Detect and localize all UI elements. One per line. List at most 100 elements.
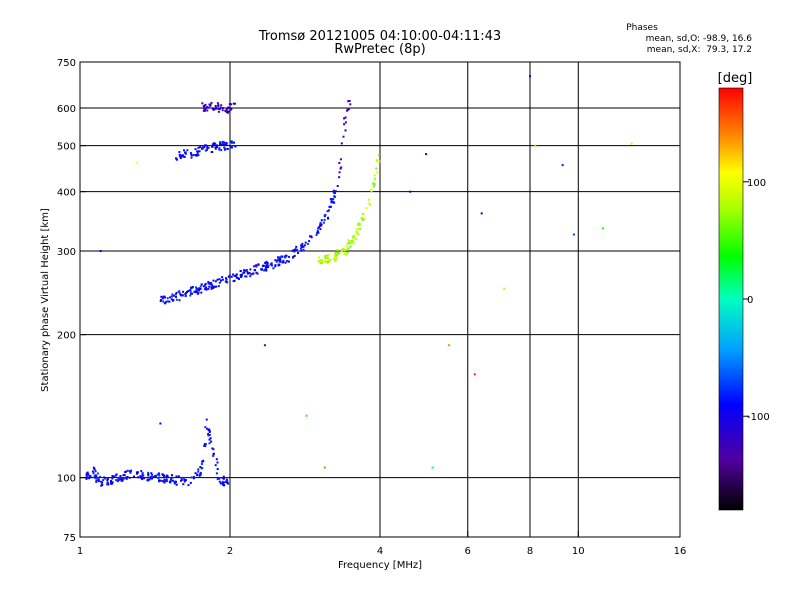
data-point [171, 476, 174, 479]
data-point [216, 478, 219, 481]
data-point [265, 260, 268, 263]
data-point [265, 268, 268, 271]
data-point [204, 443, 207, 446]
data-point [409, 190, 412, 193]
data-point [221, 480, 224, 483]
data-point [338, 162, 341, 164]
data-point [85, 476, 88, 479]
data-point [277, 256, 279, 259]
data-point [199, 288, 202, 290]
data-point [332, 198, 335, 201]
data-point [332, 189, 335, 192]
data-point [182, 290, 185, 293]
data-point [107, 482, 110, 485]
data-point [343, 117, 346, 120]
data-point [265, 269, 268, 272]
data-point [119, 478, 122, 481]
data-point [278, 258, 281, 260]
data-point [191, 286, 194, 289]
data-point [170, 298, 173, 301]
data-point [211, 144, 214, 147]
data-point [317, 227, 319, 230]
data-point [348, 242, 351, 245]
data-point [186, 291, 188, 293]
data-point [208, 103, 211, 106]
data-point [447, 344, 450, 347]
data-point [180, 476, 183, 479]
data-point [103, 476, 106, 479]
data-point [375, 167, 378, 170]
data-point [274, 265, 277, 268]
data-point [333, 201, 336, 204]
data-point [203, 109, 206, 112]
data-point [88, 475, 91, 478]
data-point [226, 147, 229, 150]
data-point [198, 287, 201, 290]
data-point [115, 473, 118, 476]
colorbar-tick-label: 100 [747, 178, 766, 189]
data-point [343, 252, 346, 255]
data-point [101, 483, 104, 486]
data-point [316, 229, 319, 232]
data-point [253, 265, 256, 268]
data-point [204, 283, 207, 286]
data-point [318, 226, 321, 229]
data-point [231, 146, 233, 149]
data-point [347, 247, 350, 250]
data-point [205, 288, 208, 291]
data-point [212, 287, 215, 289]
data-point [214, 147, 217, 150]
data-point [292, 255, 295, 258]
data-point [244, 275, 247, 278]
data-point [215, 472, 218, 475]
data-point [162, 300, 165, 303]
data-point [252, 272, 254, 275]
data-point [270, 262, 273, 265]
data-point [130, 469, 133, 472]
data-point [173, 482, 176, 485]
data-point [122, 474, 125, 477]
data-point [234, 145, 237, 148]
data-point [431, 466, 434, 469]
data-point [348, 107, 351, 110]
data-point [101, 481, 104, 484]
data-point [370, 188, 373, 191]
data-point [212, 454, 215, 457]
data-point [330, 198, 333, 201]
data-point [147, 479, 150, 482]
data-point [106, 481, 109, 484]
data-point [171, 479, 174, 482]
data-point [119, 475, 122, 477]
data-point [249, 275, 252, 278]
data-point [230, 275, 233, 278]
data-point [166, 300, 169, 303]
data-point [197, 291, 200, 294]
data-point [348, 100, 351, 102]
data-point [327, 217, 330, 220]
data-point [357, 223, 360, 226]
data-point [221, 140, 224, 143]
colorbar [719, 88, 743, 510]
data-point [179, 155, 182, 158]
data-point [141, 478, 144, 481]
data-point [106, 483, 109, 486]
data-point [326, 210, 329, 213]
data-point [329, 205, 332, 208]
data-point [198, 150, 201, 153]
colorbar-ticks: 100 0 -100 [718, 87, 770, 511]
data-point [319, 223, 322, 226]
data-point [369, 204, 371, 206]
data-point [215, 144, 218, 147]
data-point [601, 227, 604, 230]
data-point [248, 272, 251, 275]
y-tick-label: 400 [57, 188, 76, 199]
data-point [203, 146, 206, 149]
data-point [160, 295, 163, 298]
data-point [196, 474, 199, 477]
data-point [209, 104, 212, 107]
data-point [183, 480, 186, 483]
data-point [306, 242, 309, 245]
data-point [178, 151, 181, 153]
data-point [203, 107, 206, 110]
data-point [197, 468, 200, 471]
